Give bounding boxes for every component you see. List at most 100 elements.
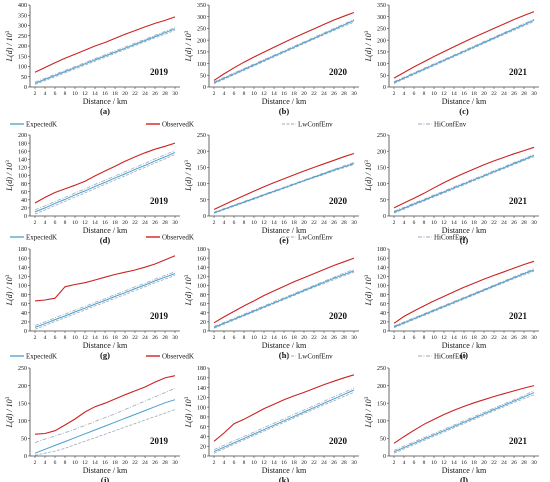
x-tick-label: 24 bbox=[321, 220, 327, 226]
x-axis-label: Distance / km bbox=[442, 466, 487, 475]
x-tick-label: 26 bbox=[511, 335, 517, 341]
year-label: 2019 bbox=[150, 67, 169, 77]
series-line-lwconfenv bbox=[393, 394, 535, 454]
x-tick-label: 22 bbox=[311, 460, 317, 466]
y-tick-label: 100 bbox=[18, 284, 27, 290]
y-tick-label: 180 bbox=[197, 247, 206, 253]
x-tick-label: 4 bbox=[403, 335, 406, 341]
x-tick-label: 12 bbox=[261, 220, 267, 226]
x-tick-label: 8 bbox=[64, 460, 67, 466]
x-tick-label: 26 bbox=[331, 335, 337, 341]
x-tick-label: 8 bbox=[423, 91, 426, 97]
x-axis-label: Distance / km bbox=[262, 97, 307, 106]
x-tick-label: 18 bbox=[112, 460, 118, 466]
y-tick-label: 140 bbox=[377, 265, 386, 271]
y-tick-label: 100 bbox=[197, 62, 206, 68]
y-tick-label: 60 bbox=[21, 302, 27, 308]
y-tick-label: 100 bbox=[18, 419, 27, 425]
y-tick-label: 50 bbox=[200, 73, 206, 79]
y-tick-label: 250 bbox=[377, 133, 386, 139]
y-tick-label: 200 bbox=[377, 149, 386, 155]
y-tick-label: 50 bbox=[380, 198, 386, 204]
legend-label: HiConfEnv bbox=[434, 234, 467, 242]
series-line-expectedk bbox=[213, 163, 355, 214]
y-tick-label: 80 bbox=[21, 182, 27, 188]
series-line-hiconfenv bbox=[34, 150, 176, 211]
year-label: 2019 bbox=[150, 196, 169, 206]
x-tick-label: 4 bbox=[44, 91, 47, 97]
x-tick-label: 2 bbox=[213, 220, 216, 226]
x-tick-label: 28 bbox=[162, 220, 168, 226]
x-tick-label: 12 bbox=[261, 335, 267, 341]
x-tick-label: 12 bbox=[261, 460, 267, 466]
series-line-lwconfenv bbox=[213, 164, 355, 214]
y-axis-label-exponent: 3 bbox=[5, 274, 11, 277]
x-tick-label: 12 bbox=[441, 91, 447, 97]
x-tick-label: 20 bbox=[481, 91, 487, 97]
y-tick-label: 150 bbox=[18, 401, 27, 407]
panel-label: (l) bbox=[460, 475, 468, 482]
year-label: 2020 bbox=[329, 436, 348, 446]
x-tick-label: 18 bbox=[291, 460, 297, 466]
y-tick-label: 80 bbox=[21, 293, 27, 299]
panel-label: (h) bbox=[279, 350, 290, 360]
series-line-observedk bbox=[393, 260, 535, 324]
x-tick-label: 20 bbox=[122, 460, 128, 466]
y-tick-label: 120 bbox=[18, 275, 27, 281]
x-tick-label: 24 bbox=[142, 91, 148, 97]
x-tick-label: 28 bbox=[521, 460, 527, 466]
y-tick-label: 20 bbox=[200, 320, 206, 326]
x-tick-label: 14 bbox=[451, 460, 457, 466]
series-line-lwconfenv bbox=[34, 409, 176, 456]
y-tick-label: 100 bbox=[377, 419, 386, 425]
y-tick-label: 50 bbox=[21, 75, 27, 81]
y-tick-label: 200 bbox=[377, 384, 386, 390]
series-line-expectedk bbox=[393, 154, 535, 213]
y-tick-label: 40 bbox=[21, 198, 27, 204]
y-tick-label: 60 bbox=[21, 190, 27, 196]
y-tick-label: 0 bbox=[203, 329, 206, 335]
series-line-hiconfenv bbox=[393, 268, 535, 327]
y-tick-label: 300 bbox=[377, 15, 386, 21]
x-tick-label: 22 bbox=[132, 335, 138, 341]
x-tick-label: 18 bbox=[112, 91, 118, 97]
legend-label: ExpectedK bbox=[26, 121, 57, 129]
x-axis-label: Distance / km bbox=[83, 226, 128, 235]
y-tick-label: 0 bbox=[203, 85, 206, 91]
x-tick-label: 6 bbox=[413, 91, 416, 97]
x-tick-label: 4 bbox=[403, 91, 406, 97]
x-tick-label: 30 bbox=[172, 335, 178, 341]
x-tick-label: 12 bbox=[82, 220, 88, 226]
y-axis-label-base: L(d) / 10 bbox=[184, 399, 193, 428]
x-axis-label: Distance / km bbox=[83, 466, 128, 475]
panel-label: (f) bbox=[460, 235, 469, 245]
x-tick-label: 26 bbox=[511, 91, 517, 97]
y-tick-label: 120 bbox=[197, 396, 206, 402]
y-tick-label: 0 bbox=[203, 214, 206, 220]
y-tick-label: 80 bbox=[200, 415, 206, 421]
x-tick-label: 4 bbox=[44, 335, 47, 341]
y-axis-label-base: L(d) / 10 bbox=[5, 163, 14, 192]
x-tick-label: 4 bbox=[403, 220, 406, 226]
y-tick-label: 160 bbox=[18, 149, 27, 155]
y-axis-label: L(d) / 103 bbox=[184, 396, 193, 428]
y-tick-label: 0 bbox=[383, 454, 386, 460]
series-line-expectedk bbox=[393, 19, 535, 83]
x-tick-label: 28 bbox=[341, 91, 347, 97]
series-line-observedk bbox=[393, 11, 535, 79]
panel-label: (i) bbox=[460, 350, 468, 360]
y-axis-label: L(d) / 103 bbox=[184, 30, 193, 62]
y-tick-label: 250 bbox=[197, 27, 206, 33]
y-tick-label: 250 bbox=[197, 133, 206, 139]
x-tick-label: 26 bbox=[152, 220, 158, 226]
x-tick-label: 18 bbox=[471, 460, 477, 466]
x-tick-label: 6 bbox=[413, 220, 416, 226]
x-tick-label: 18 bbox=[112, 335, 118, 341]
